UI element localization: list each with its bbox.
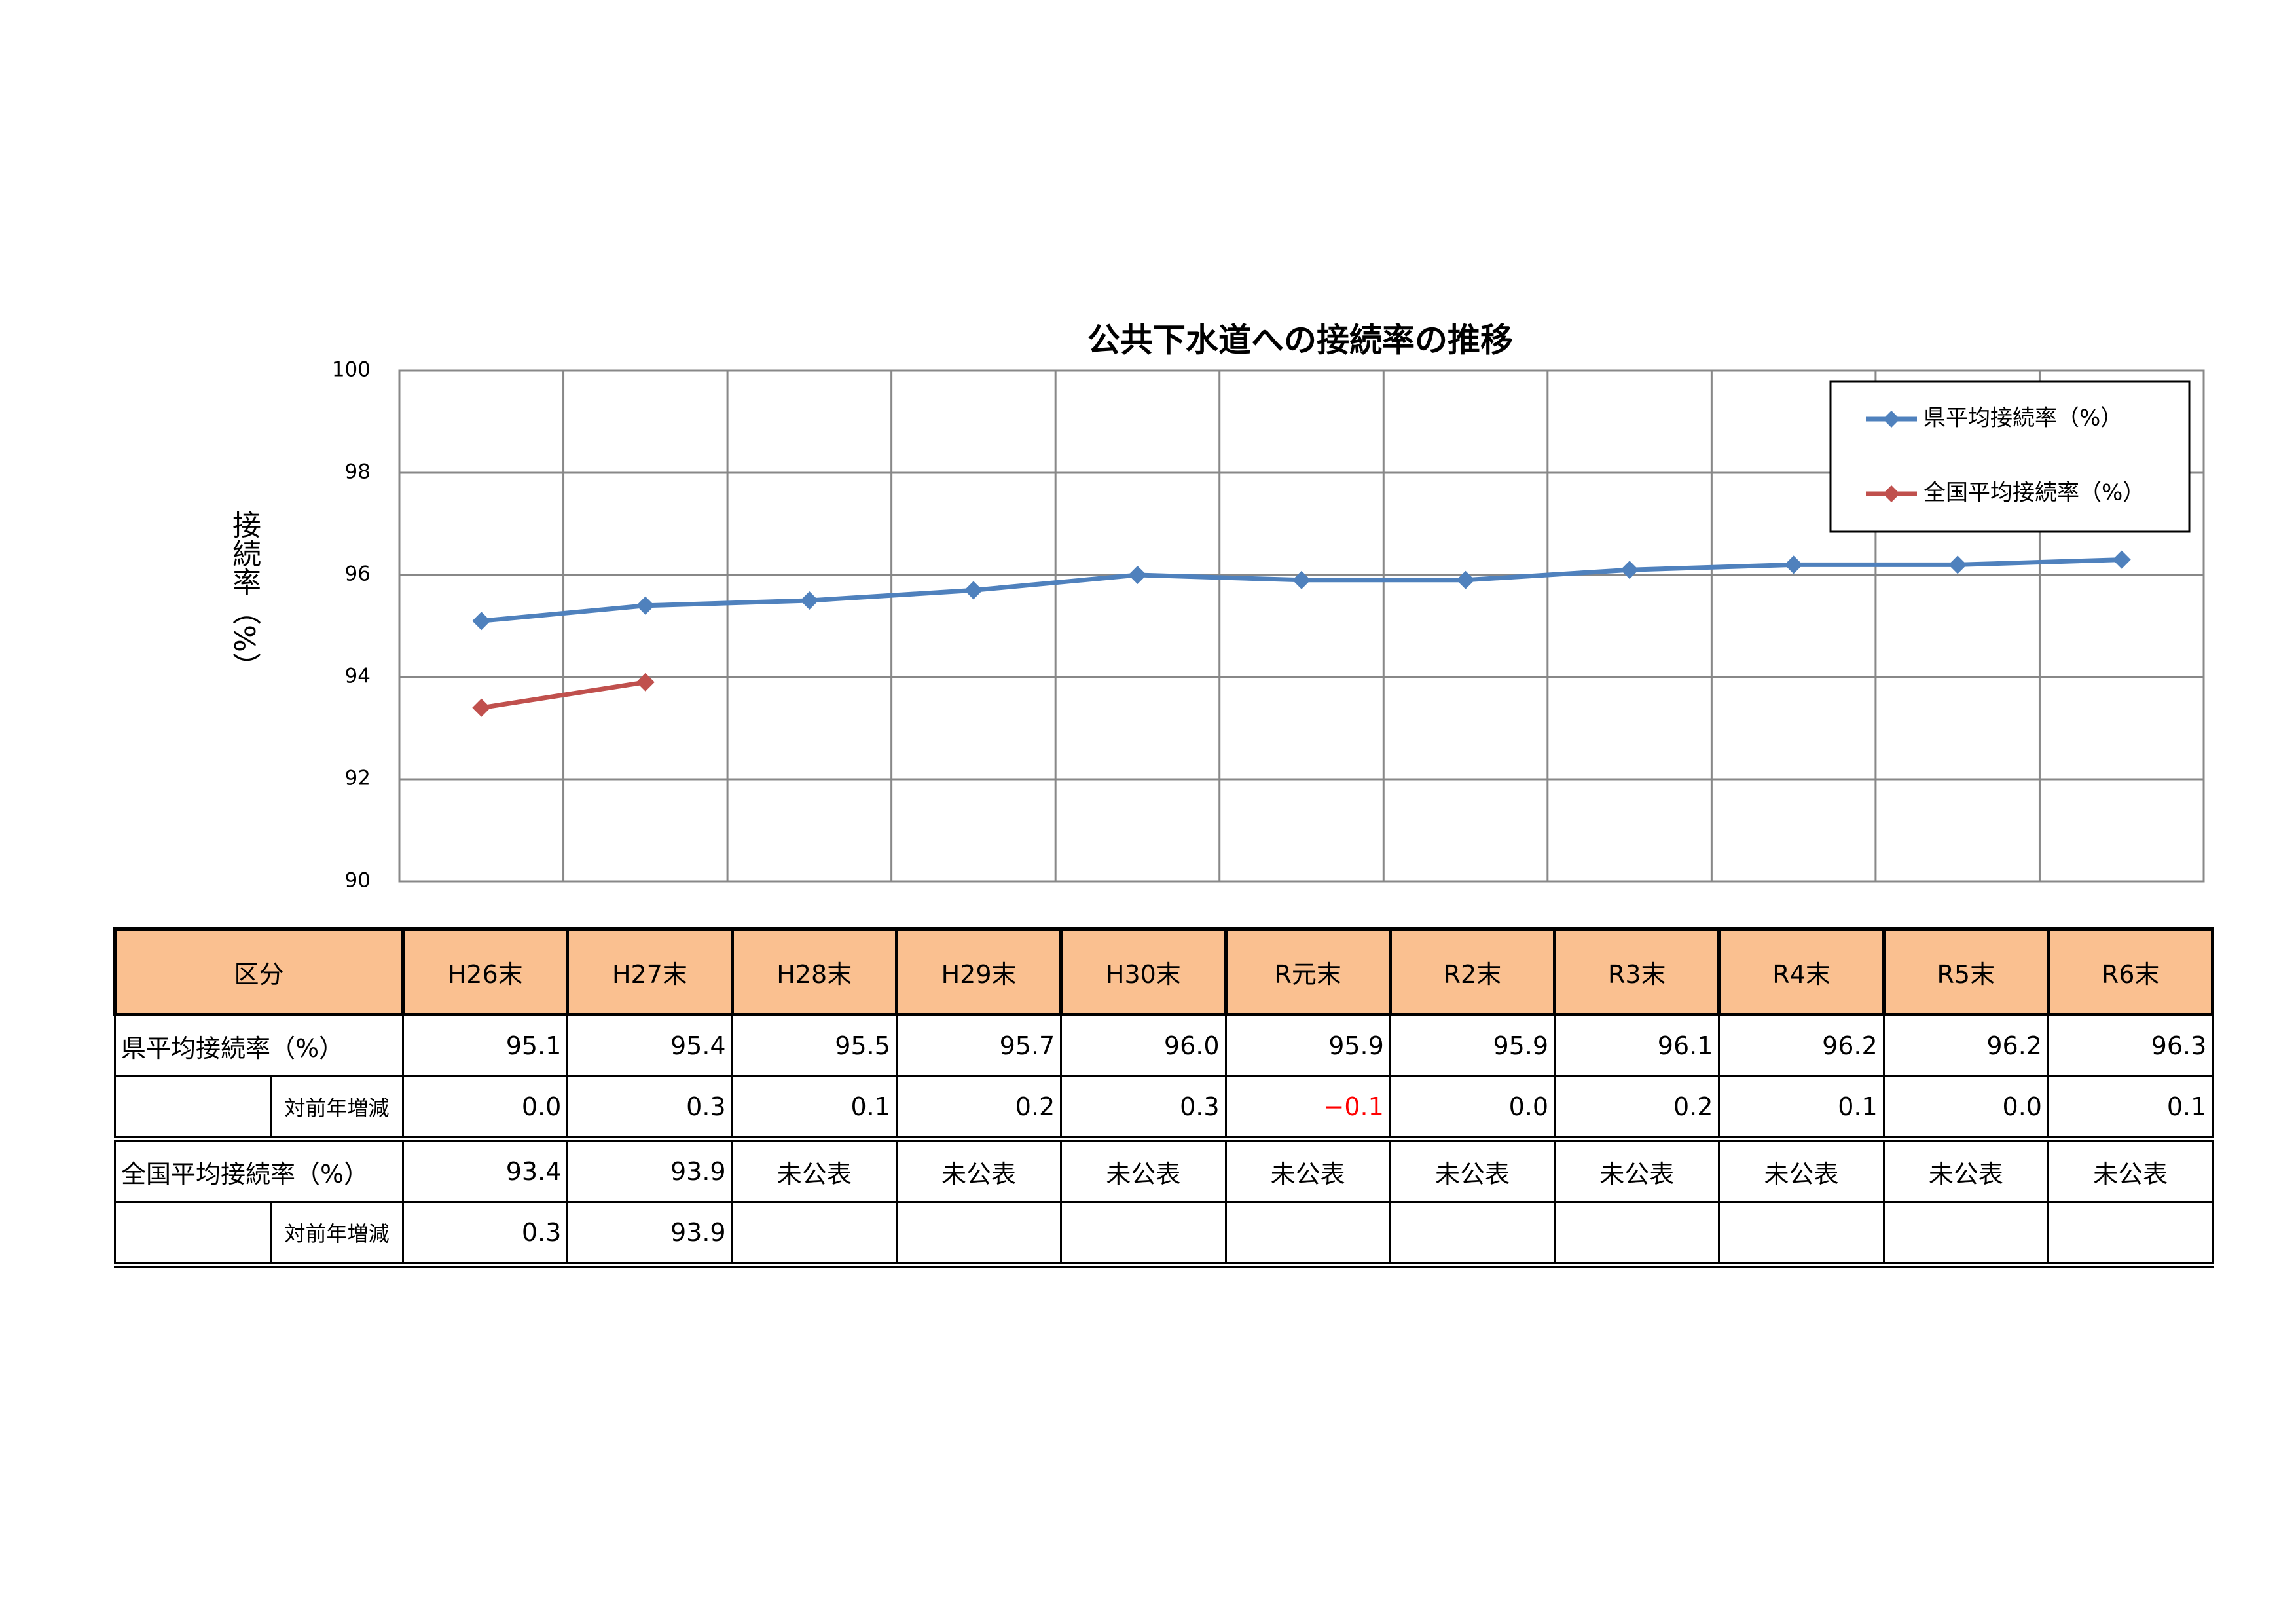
table-cell: 0.3 (1060, 1075, 1227, 1142)
data-point (636, 596, 655, 615)
table-cell: 0.3 (566, 1075, 733, 1142)
table-cell: 未公表 (1554, 1138, 1721, 1203)
table-cell: 0.3 (402, 1201, 569, 1268)
data-point (472, 698, 491, 717)
table-cell: 96.0 (1060, 1014, 1227, 1077)
table-cell: R4末 (1717, 927, 1886, 1016)
table-cell (1554, 1201, 1721, 1268)
table-cell: H28末 (730, 927, 898, 1016)
data-point (1948, 555, 1967, 574)
legend-label: 全国平均接続率（%） (1923, 480, 2145, 506)
table-cell: R元末 (1224, 927, 1392, 1016)
data-point (800, 591, 819, 610)
y-tick-label: 90 (345, 869, 371, 893)
table-cell: R6末 (2046, 927, 2215, 1016)
table-cell (1882, 1201, 2049, 1268)
table-cell: 95.5 (731, 1014, 898, 1077)
data-point (1456, 570, 1475, 589)
table-cell (1389, 1201, 1556, 1268)
data-table: 区分 H26末 H27末 H28末 H29末 H30末 R元末 R2末 R3末 R4末 R5末 R6末… (113, 927, 2215, 1268)
table-cell (114, 1076, 272, 1142)
table-cell: 95.9 (1389, 1014, 1556, 1077)
table-cell: R5末 (1882, 927, 2050, 1016)
legend-label: 県平均接続率（%） (1923, 405, 2123, 432)
table-cell: 0.1 (731, 1075, 898, 1142)
table-cell: 96.1 (1554, 1014, 1721, 1077)
table-cell: 未公表 (1060, 1138, 1227, 1203)
table-cell: 未公表 (2047, 1138, 2214, 1203)
table-cell: −0.1 (1224, 1075, 1391, 1142)
table-cell: 0.0 (1882, 1075, 2049, 1142)
table-cell: 93.9 (566, 1201, 733, 1268)
table-cell: 0.1 (2047, 1075, 2214, 1142)
data-point (2112, 550, 2131, 569)
table-cell (1224, 1201, 1391, 1268)
data-point (964, 581, 983, 600)
y-tick-label: 98 (345, 460, 371, 484)
table-row: 県平均接続率（%） 95.1 95.4 95.5 95.7 96.0 95.9 95.9 96.… (113, 1014, 2214, 1077)
y-tick-label: 92 (345, 767, 371, 790)
table-cell (114, 1202, 272, 1268)
table-cell: 96.3 (2047, 1014, 2214, 1077)
table-cell: H27末 (566, 927, 734, 1016)
data-point (1784, 555, 1803, 574)
chart-title: 公共下水道への接続率の推移 (1087, 322, 1513, 360)
table-cell (2047, 1201, 2214, 1268)
table-cell: 95.4 (566, 1014, 733, 1077)
table-cell: R3末 (1553, 927, 1721, 1016)
data-point (1292, 570, 1311, 589)
data-point (472, 612, 491, 631)
data-point (1620, 561, 1639, 580)
chart: 公共下水道への接続率の推移 接続率（%） 90 92 94 96 98 100 県平均接続率… (227, 322, 2205, 893)
table-cell: 未公表 (731, 1138, 898, 1203)
table-cell (895, 1201, 1063, 1268)
legend-box (1829, 380, 2191, 533)
y-tick-label: 94 (345, 665, 371, 688)
table-cell: 未公表 (1224, 1138, 1391, 1203)
table-cell: 0.0 (1389, 1075, 1556, 1142)
table-cell: 区分 (113, 927, 405, 1016)
table-cell: H26末 (401, 927, 570, 1016)
table-cell: H29末 (894, 927, 1063, 1016)
table-cell: 93.4 (402, 1138, 569, 1203)
table-cell: 0.0 (402, 1075, 569, 1142)
table-cell: 0.2 (895, 1075, 1063, 1142)
table-cell: 0.1 (1718, 1075, 1885, 1142)
table-row: 区分 H26末 H27末 H28末 H29末 H30末 R元末 R2末 R3末 R4末 R5末 R6末 (113, 927, 2215, 1016)
table-cell: R2末 (1388, 927, 1557, 1016)
table-cell: 95.7 (895, 1014, 1063, 1077)
table-cell: 全国平均接続率（%） (113, 1138, 405, 1203)
table-cell: 未公表 (1718, 1138, 1885, 1203)
table-row: 全国平均接続率（%） 93.4 93.9 未公表 未公表 未公表 未公表 未公表 未公表 未公表未… (113, 1138, 2214, 1203)
table-cell (1718, 1201, 1885, 1268)
legend-marker (1883, 485, 1900, 502)
legend-marker (1883, 411, 1900, 428)
y-tick-label: 96 (345, 563, 371, 586)
table-cell: H30末 (1059, 927, 1228, 1016)
table-cell: 95.9 (1224, 1014, 1391, 1077)
table-row: 対前年増減 0.0 0.3 0.1 0.2 0.3 −0.1 0.0 0.2 0.1 0.0 0.1 (114, 1075, 2214, 1142)
table-cell: 95.1 (402, 1014, 569, 1077)
table-cell: 県平均接続率（%） (113, 1014, 405, 1077)
table-cell (731, 1201, 898, 1268)
table-cell: 96.2 (1718, 1014, 1885, 1077)
data-point (636, 673, 655, 692)
data-point (1128, 566, 1147, 584)
table-cell: 未公表 (895, 1138, 1063, 1203)
table-cell: 93.9 (566, 1138, 733, 1203)
table-cell: 未公表 (1389, 1138, 1556, 1203)
y-tick-label: 100 (332, 358, 371, 382)
table-cell: 未公表 (1882, 1138, 2049, 1203)
series-line (481, 680, 646, 710)
table-cell: 96.2 (1882, 1014, 2049, 1077)
table-cell: 対前年増減 (269, 1075, 405, 1142)
table-row: 対前年増減 0.3 93.9 (114, 1201, 2214, 1268)
y-axis-label: 接続率（%） (227, 509, 261, 681)
table-cell: 対前年増減 (269, 1201, 405, 1268)
table-cell: 0.2 (1554, 1075, 1721, 1142)
table-cell (1060, 1201, 1227, 1268)
